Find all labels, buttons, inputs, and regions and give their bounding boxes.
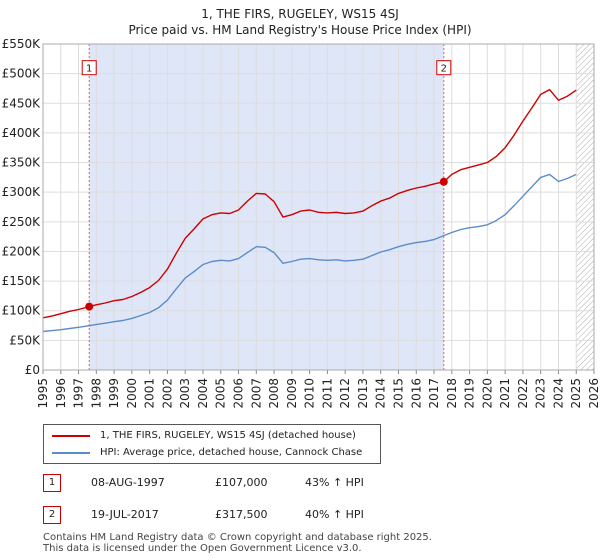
x-tick-label: 2004 [196, 378, 210, 409]
footer-licence: This data is licensed under the Open Gov… [43, 543, 362, 554]
x-tick-label: 2020 [480, 378, 494, 409]
x-tick-label: 2014 [374, 378, 388, 409]
plot-frame [42, 43, 595, 371]
x-tick-label: 1997 [72, 378, 86, 409]
legend-label-hpi: HPI: Average price, detached house, Cann… [100, 447, 363, 458]
x-tick-label: 2002 [160, 378, 174, 409]
x-tick-label: 1998 [89, 378, 103, 409]
y-axis-ticks: £0 £50K £100K £150K £200K £250K £300K £350K £400… [2, 37, 42, 377]
x-tick-label: 2012 [338, 378, 352, 409]
series-line-hpi [43, 173, 577, 333]
x-tick-label: 2015 [391, 378, 405, 409]
sale-number-badge: 2 [43, 506, 61, 524]
chart-subtitle-text: Price paid vs. HM Land Registry's House … [128, 23, 472, 37]
shaded-regions [89, 44, 594, 370]
y-tick-label: £50K [9, 333, 41, 347]
x-tick-label: 2023 [534, 378, 548, 409]
shaded-region [89, 44, 444, 370]
x-tick-label: 2025 [569, 378, 583, 409]
y-tick-label: £550K [2, 37, 42, 51]
x-tick-label: 2006 [232, 378, 246, 409]
y-tick-label: £350K [2, 156, 42, 170]
chart-title-text: 1, THE FIRS, RUGELEY, WS15 4SJ [201, 7, 399, 21]
sale-hpi-change: 43% ↑ HPI [305, 476, 364, 489]
sale-date: 08-AUG-1997 [91, 476, 165, 489]
x-tick-label: 2007 [249, 378, 263, 409]
x-tick-label: 2013 [356, 378, 370, 409]
annotation-box [81, 60, 97, 76]
shaded-region [576, 44, 594, 370]
chart-title: 1, THE FIRS, RUGELEY, WS15 4SJ Price pai… [0, 6, 600, 38]
x-tick-label: 2010 [303, 378, 317, 409]
x-tick-label: 2026 [587, 378, 600, 409]
y-tick-label: £450K [2, 96, 42, 110]
y-tick-label: £0 [25, 363, 40, 377]
x-tick-label: 2019 [463, 378, 477, 409]
sale-price: £107,000 [215, 476, 268, 489]
sale-points [85, 177, 448, 311]
legend-swatch-hpi [52, 452, 90, 454]
y-tick-label: £200K [2, 244, 42, 258]
x-tick-label: 1995 [36, 378, 50, 409]
sale-point [439, 177, 448, 186]
footer-copyright: Contains HM Land Registry data © Crown c… [43, 532, 432, 543]
x-tick-label: 2003 [178, 378, 192, 409]
y-tick-label: £250K [2, 215, 42, 229]
series-line-property [43, 88, 577, 319]
y-tick-label: £400K [2, 126, 42, 140]
legend: 1, THE FIRS, RUGELEY, WS15 4SJ (detached… [43, 424, 381, 464]
sale-price: £317,500 [215, 508, 268, 521]
x-tick-label: 2008 [267, 378, 281, 409]
x-tick-label: 2011 [320, 378, 334, 409]
sale-hpi-change: 40% ↑ HPI [305, 508, 364, 521]
sale-point [85, 302, 94, 311]
x-tick-label: 2016 [409, 378, 423, 409]
x-tick-label: 2001 [143, 378, 157, 409]
annotation-number: 1 [86, 64, 92, 75]
sale-date: 19-JUL-2017 [91, 508, 159, 521]
x-tick-label: 2018 [445, 378, 459, 409]
legend-label-property: 1, THE FIRS, RUGELEY, WS15 4SJ (detached… [100, 430, 356, 441]
x-tick-label: 2021 [498, 378, 512, 409]
sale-number-badge: 1 [43, 474, 61, 492]
x-tick-label: 1999 [107, 378, 121, 409]
x-tick-label: 1996 [54, 378, 68, 409]
x-tick-label: 2000 [125, 378, 139, 409]
x-tick-label: 2009 [285, 378, 299, 409]
series-lines [43, 88, 577, 333]
x-tick-label: 2024 [551, 378, 565, 409]
y-tick-label: £100K [2, 304, 42, 318]
y-tick-label: £300K [2, 185, 42, 199]
y-tick-label: £500K [2, 67, 42, 81]
annotation-number: 2 [441, 64, 447, 75]
y-tick-label: £150K [2, 274, 42, 288]
x-tick-label: 2017 [427, 378, 441, 409]
legend-swatch-property [52, 435, 90, 437]
annotation-box [436, 60, 452, 76]
x-tick-label: 2022 [516, 378, 530, 409]
x-tick-label: 2005 [214, 378, 228, 409]
x-axis-ticks: 1995 1996 1997 1998 1999 2000 2001 2002 2003 2004… [36, 370, 600, 409]
footer: Contains HM Land Registry data © Crown c… [43, 532, 432, 554]
